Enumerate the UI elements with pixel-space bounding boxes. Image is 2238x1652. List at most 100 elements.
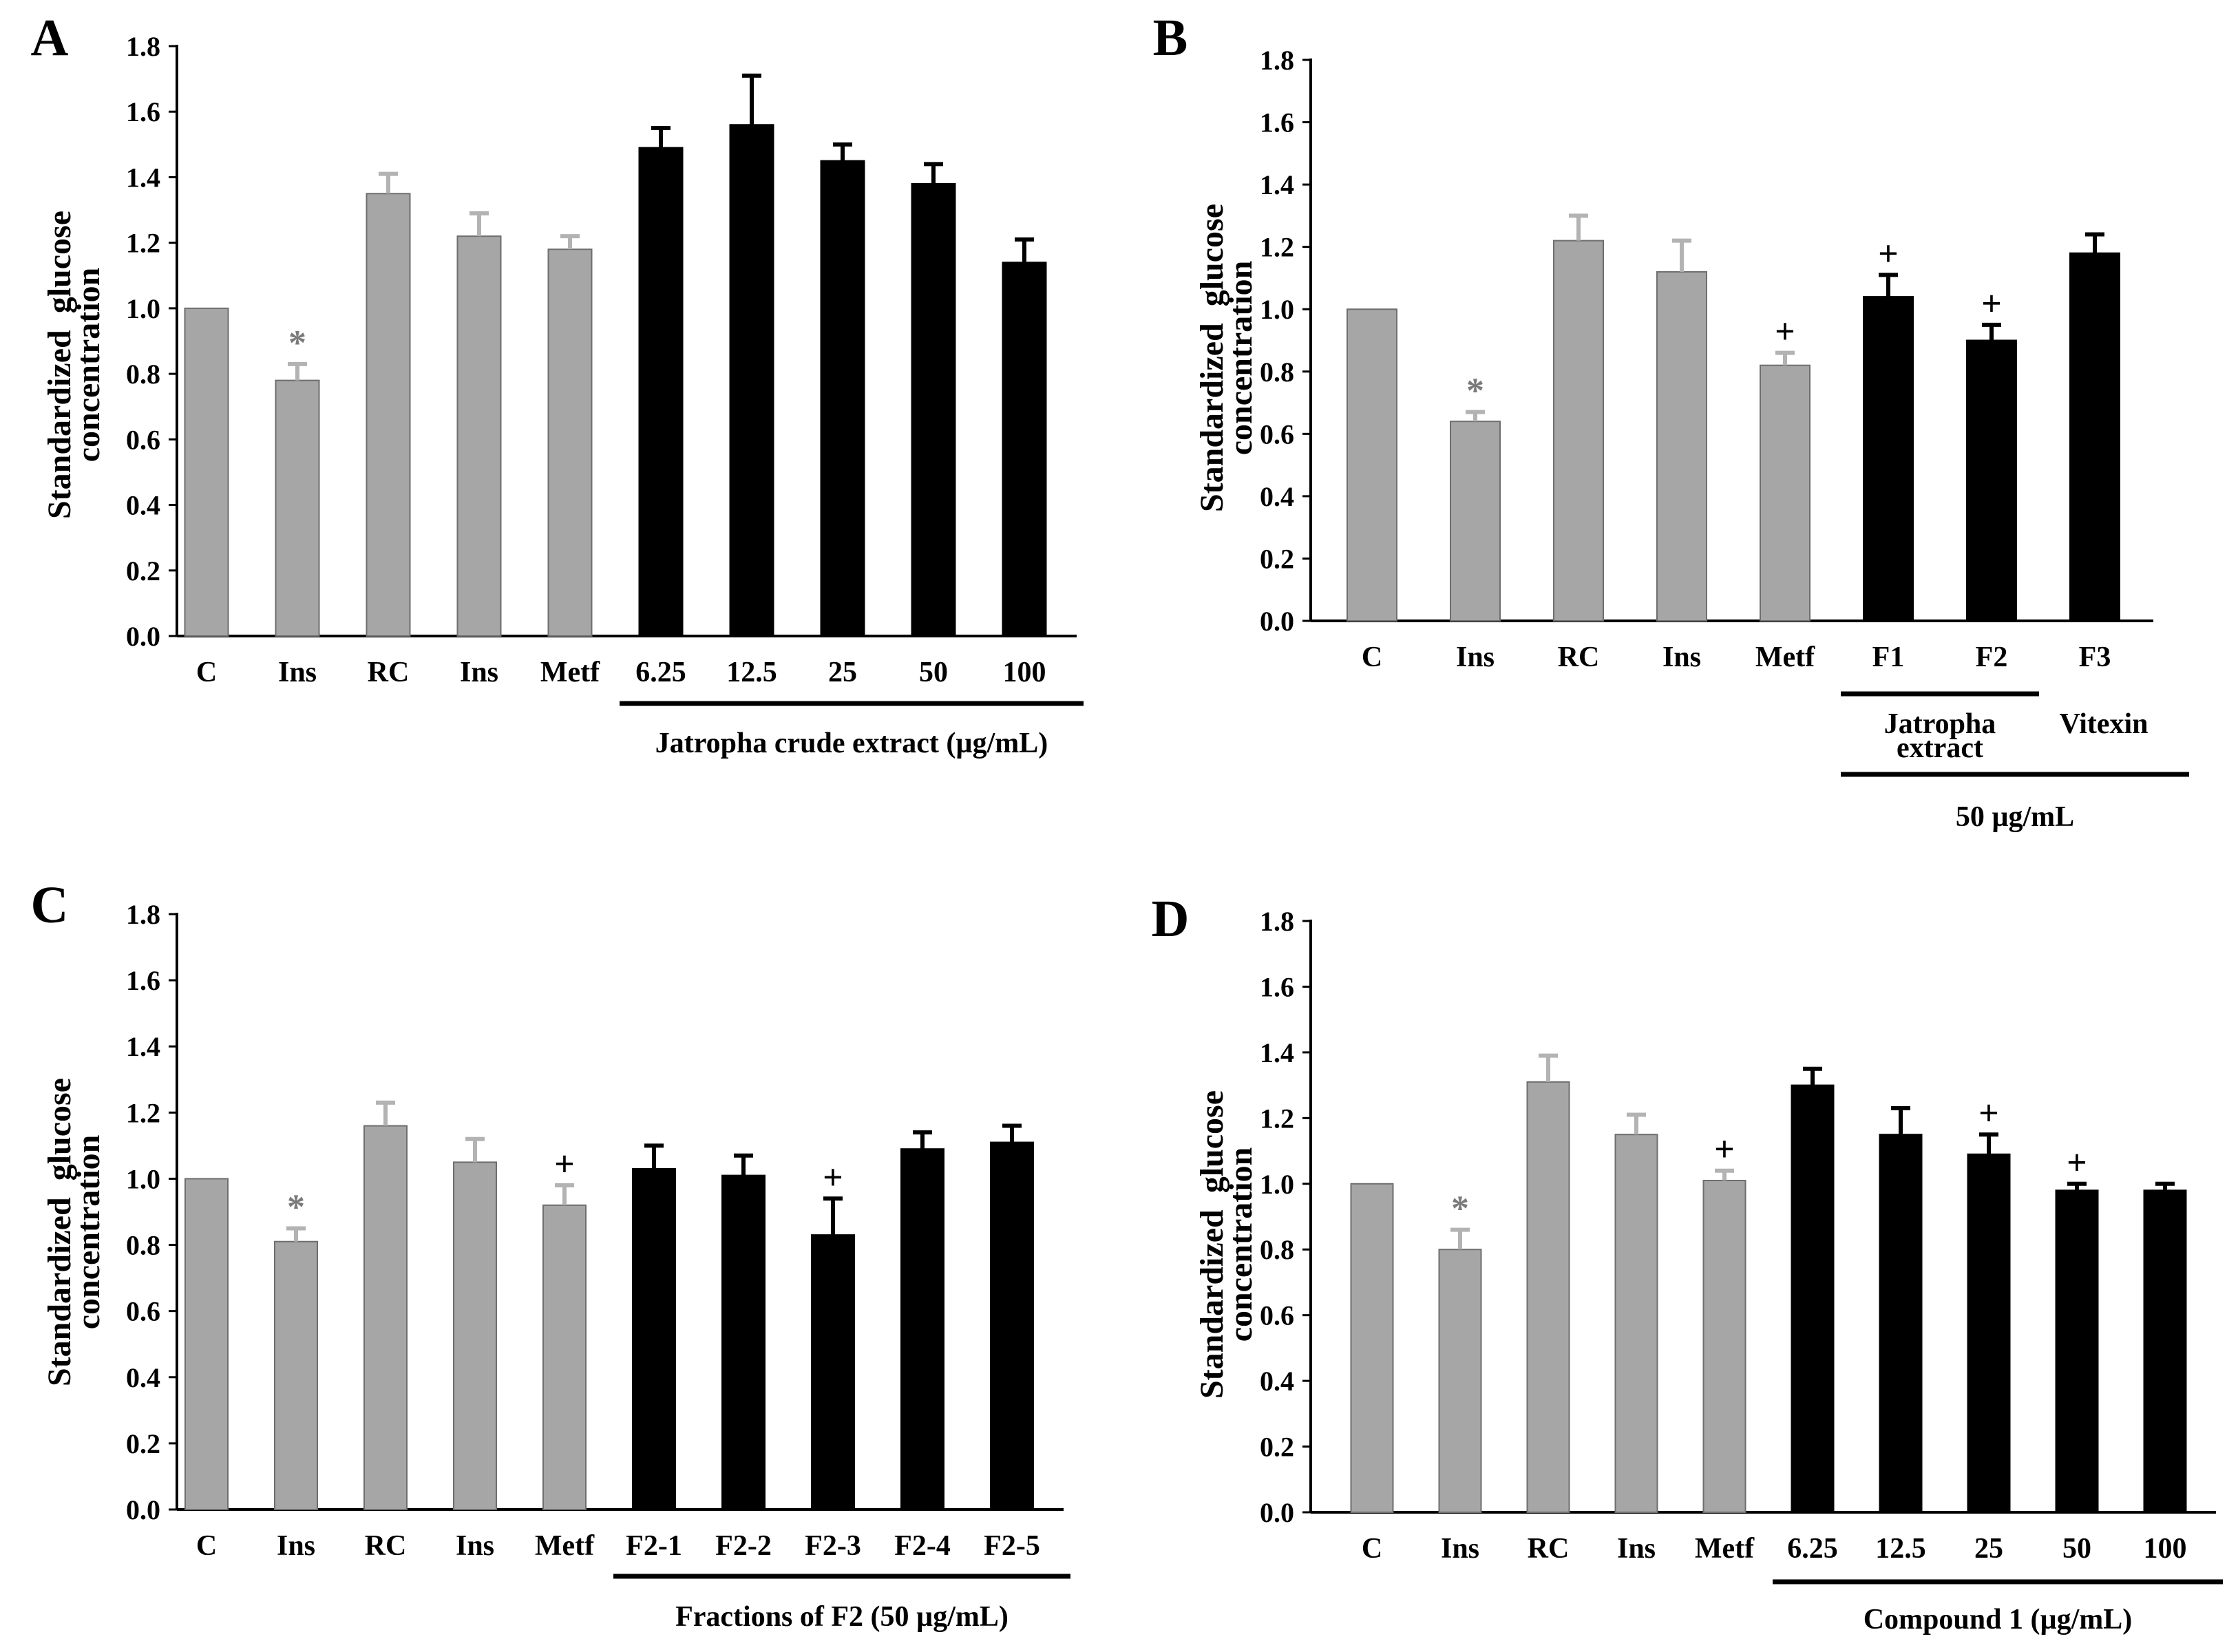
y-tick-label: 1.6	[1260, 107, 1294, 138]
group-label: Fractions of F2 (50 µg/mL)	[675, 1601, 1009, 1633]
y-tick-label: 0.2	[126, 555, 160, 586]
y-tick-label: 0.8	[126, 359, 160, 390]
y-tick-label: 0.0	[1260, 606, 1294, 637]
bar	[547, 248, 593, 637]
category-label: Ins	[1456, 642, 1495, 673]
y-tick-label: 0.8	[1260, 357, 1294, 388]
y-axis-label-line2: concentration	[1223, 261, 1259, 456]
bar	[820, 160, 865, 637]
category-label: Ins	[277, 1530, 315, 1562]
significance-marker: +	[1978, 1094, 1999, 1133]
bar	[721, 1174, 766, 1511]
y-tick-label: 1.4	[1260, 169, 1294, 200]
bar	[900, 1148, 944, 1510]
category-label: C	[1362, 1533, 1382, 1565]
category-label: F2-2	[715, 1530, 772, 1562]
group-label: Jatropha	[1884, 708, 1996, 740]
bar	[1760, 364, 1811, 622]
bar	[1791, 1084, 1835, 1513]
category-label: F2-4	[894, 1530, 951, 1562]
significance-marker: *	[1466, 372, 1484, 411]
bar	[729, 124, 774, 637]
y-tick-label: 1.6	[126, 965, 160, 996]
category-label: C	[1362, 642, 1382, 673]
bar	[1656, 271, 1707, 622]
bar	[2143, 1189, 2187, 1514]
bar	[2069, 252, 2120, 622]
y-tick-label: 1.4	[126, 1031, 160, 1062]
bar	[1967, 1153, 2011, 1513]
group-label-line2: extract	[1897, 732, 1983, 764]
category-label: F1	[1872, 642, 1905, 673]
bar	[1863, 296, 1914, 622]
y-tick-label: 1.0	[1260, 294, 1294, 325]
category-label: Metf	[535, 1530, 595, 1562]
bar	[453, 1161, 497, 1510]
bar	[990, 1141, 1034, 1511]
bar	[1879, 1134, 1923, 1513]
y-tick-label: 1.8	[1260, 45, 1294, 76]
y-tick-label: 0.4	[126, 490, 160, 521]
y-tick-label: 0.0	[126, 621, 160, 652]
y-tick-label: 1.0	[126, 1163, 160, 1194]
category-label: F2-3	[805, 1530, 861, 1562]
bar	[184, 1178, 229, 1510]
y-tick-label: 0.2	[126, 1428, 160, 1459]
bar	[1526, 1081, 1570, 1513]
category-label: 6.25	[635, 657, 686, 688]
y-tick-label: 0.2	[1260, 1432, 1294, 1463]
y-tick-label: 0.6	[126, 1296, 160, 1327]
y-axis-label-line2: concentration	[70, 268, 107, 463]
bar	[542, 1204, 587, 1511]
y-tick-label: 1.0	[126, 293, 160, 324]
y-tick-label: 1.2	[1260, 1103, 1294, 1134]
group-label: Compound 1 (µg/mL)	[1864, 1604, 2133, 1635]
bar	[1553, 240, 1604, 622]
group-label: Vitexin	[2059, 708, 2148, 740]
bar	[1450, 421, 1501, 622]
y-tick-label: 1.2	[126, 228, 160, 259]
significance-marker: *	[288, 324, 306, 363]
y-tick-label: 0.8	[1260, 1234, 1294, 1265]
bar	[456, 235, 502, 637]
category-label: Metf	[1755, 642, 1815, 673]
bar	[2055, 1189, 2099, 1514]
y-tick-label: 0.0	[1260, 1497, 1294, 1528]
bar	[1347, 308, 1397, 622]
category-label: F3	[2079, 642, 2111, 673]
category-label: F2-1	[626, 1530, 682, 1562]
y-tick-label: 0.4	[126, 1362, 160, 1393]
y-tick-label: 0.4	[1260, 1366, 1294, 1397]
y-tick-label: 0.0	[126, 1494, 160, 1525]
significance-marker: +	[823, 1158, 843, 1197]
y-tick-label: 0.2	[1260, 543, 1294, 574]
y-tick-label: 1.4	[1260, 1037, 1294, 1068]
y-tick-label: 1.2	[1260, 232, 1294, 263]
y-tick-label: 1.8	[126, 899, 160, 930]
bar	[632, 1168, 676, 1511]
category-label: 25	[1974, 1533, 2003, 1565]
bar	[638, 147, 684, 637]
y-tick-label: 1.2	[126, 1097, 160, 1128]
bar	[274, 1240, 318, 1510]
y-tick-label: 0.6	[126, 424, 160, 455]
category-label: 12.5	[1875, 1533, 1926, 1565]
category-label: Ins	[1617, 1533, 1656, 1565]
significance-marker: +	[554, 1145, 575, 1184]
panel-letter: C	[31, 876, 69, 934]
bar	[363, 1125, 408, 1510]
significance-marker: +	[1981, 284, 2002, 324]
category-label: 100	[1003, 657, 1046, 688]
category-label: RC	[1528, 1533, 1570, 1565]
category-label: RC	[368, 657, 410, 688]
bar	[1966, 339, 2017, 622]
significance-marker: +	[1714, 1130, 1735, 1169]
y-tick-label: 1.0	[1260, 1169, 1294, 1200]
y-axis-label: Standardized glucose	[41, 211, 78, 519]
category-label: Metf	[1695, 1533, 1755, 1565]
category-label: Ins	[456, 1530, 494, 1562]
